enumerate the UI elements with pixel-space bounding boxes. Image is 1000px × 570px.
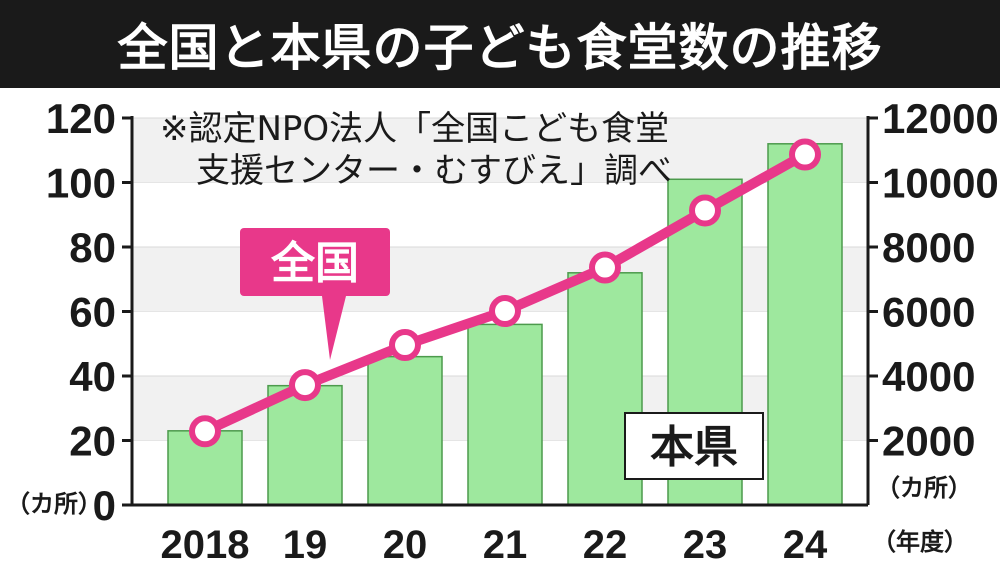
right-tick-label: 4000 (882, 353, 975, 400)
axes: 0 20 40 60 80 100 120 2000 4000 6000 8000 10000 1200… (6, 95, 999, 567)
right-tick-label: 2000 (882, 418, 975, 465)
point-2018 (189, 415, 221, 448)
grid-band (132, 118, 868, 183)
point-19 (289, 369, 321, 402)
right-unit-label: （カ所） (876, 475, 972, 502)
left-tick-label: 0 (93, 482, 116, 529)
point-20 (389, 329, 421, 362)
legend-全国: 全国 (270, 238, 359, 289)
label-pointer (322, 296, 346, 360)
x-tick-label: 22 (583, 523, 628, 567)
right-tick-label: 6000 (882, 289, 975, 336)
bar-21 (467, 323, 543, 506)
point-24 (789, 138, 821, 171)
point-23 (689, 194, 721, 227)
right-tick-label: 10000 (882, 160, 999, 207)
title-bar: 全国と本県の子ども食堂数の推移 (0, 0, 1000, 88)
legend-本県: 本県 (650, 422, 738, 473)
right-tick-label: 8000 (882, 224, 975, 271)
label-box-本県 (624, 412, 764, 480)
line-series (189, 138, 821, 448)
x-tick-label: 2018 (161, 523, 250, 567)
left-tick-label: 80 (69, 224, 116, 271)
x-tick-label: 20 (383, 523, 428, 567)
point-21 (489, 295, 521, 328)
x-tick-label: 21 (483, 523, 528, 567)
source-note-line1: ※認定NPO法人「全国こども食堂 (160, 109, 669, 149)
x-tick-label: 23 (683, 523, 728, 567)
left-tick-label: 60 (69, 289, 116, 336)
right-tick-label: 12000 (882, 95, 999, 142)
x-tick-label: 24 (783, 523, 828, 567)
chart-title: 全国と本県の子ども食堂数の推移 (117, 19, 883, 77)
point-22 (589, 251, 621, 284)
left-unit-label: （カ所） (6, 491, 102, 518)
left-tick-label: 40 (69, 353, 116, 400)
left-tick-label: 20 (69, 418, 116, 465)
left-tick-label: 120 (46, 95, 116, 142)
bar-20 (367, 355, 443, 506)
label-box-全国 (240, 228, 390, 296)
source-note-line2: 支援センター・むすびえ」調べ (196, 151, 672, 191)
bar-24 (767, 143, 843, 506)
bar-19 (267, 384, 343, 506)
left-tick-label: 100 (46, 160, 116, 207)
x-unit-label: （年度） (872, 528, 968, 556)
x-tick-label: 19 (283, 523, 328, 567)
